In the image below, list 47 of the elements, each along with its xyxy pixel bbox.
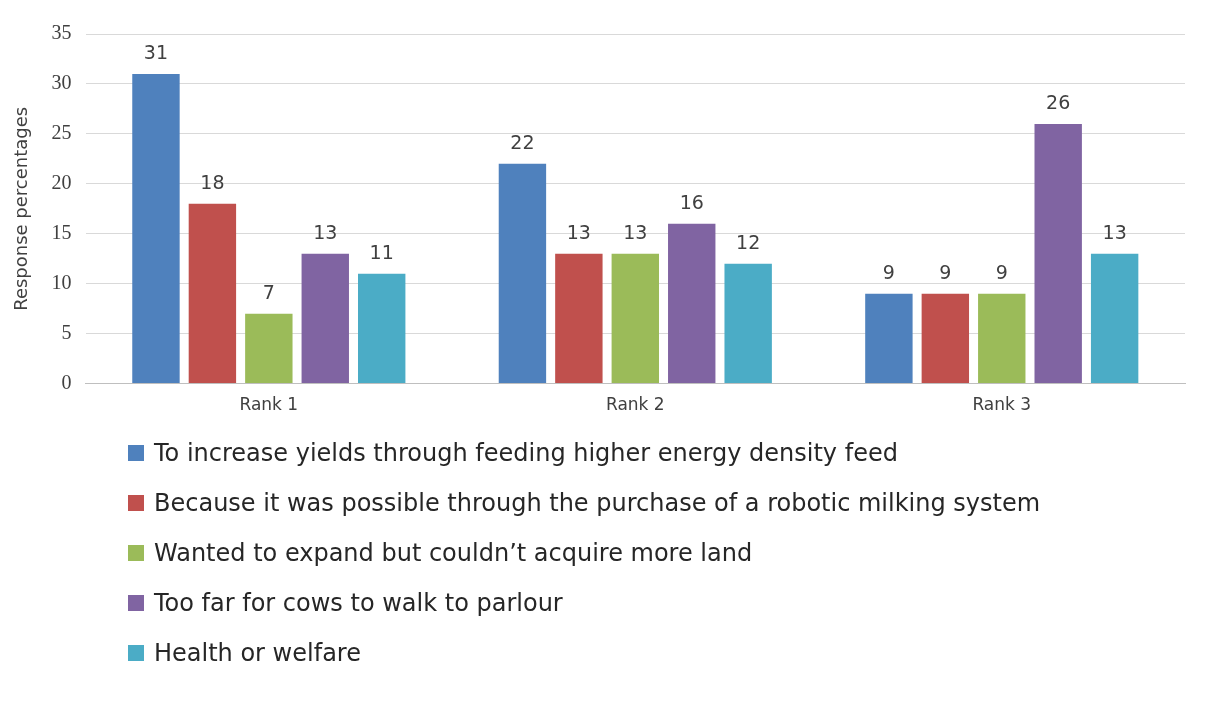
data-label: 22 xyxy=(510,131,535,154)
x-tick-label: Rank 2 xyxy=(605,394,665,415)
data-label: 18 xyxy=(200,171,225,194)
y-tick-label: 25 xyxy=(51,121,72,144)
bar xyxy=(1034,123,1082,384)
data-label: 13 xyxy=(623,221,648,244)
data-label: 12 xyxy=(736,231,761,254)
bar xyxy=(865,293,913,384)
y-tick-label: 30 xyxy=(51,71,72,94)
bar xyxy=(1090,253,1139,384)
data-label: 9 xyxy=(995,261,1008,284)
x-tick-label: Rank 3 xyxy=(972,394,1032,415)
y-tick-label: 5 xyxy=(61,320,72,343)
bar xyxy=(921,293,970,384)
x-tick-label: Rank 1 xyxy=(239,394,299,415)
bar xyxy=(301,253,349,384)
legend-label: To increase yields through feeding higher energy density feed xyxy=(154,439,898,467)
data-label: 9 xyxy=(882,261,895,284)
bar xyxy=(668,223,716,384)
data-label: 13 xyxy=(1102,221,1127,244)
y-tick-label: 20 xyxy=(51,171,72,194)
data-label: 26 xyxy=(1046,91,1071,114)
bar xyxy=(555,253,603,384)
legend-label: Because it was possible through the purchase of a robotic milking system xyxy=(154,489,1041,517)
bar xyxy=(978,293,1026,384)
data-label: 13 xyxy=(566,221,591,244)
y-axis-title: Response percentages xyxy=(10,106,32,311)
data-label: 13 xyxy=(313,221,338,244)
bar xyxy=(498,163,547,384)
data-label: 7 xyxy=(262,281,275,304)
y-tick-label: 0 xyxy=(61,370,72,393)
y-tick-label: 35 xyxy=(51,21,72,44)
y-tick-label: 10 xyxy=(51,270,72,293)
legend-label: Wanted to expand but couldn’t acquire more land xyxy=(154,539,753,567)
bar xyxy=(724,263,772,384)
bar xyxy=(188,203,237,384)
data-label: 31 xyxy=(143,41,169,64)
legend-label: Too far for cows to walk to parlour xyxy=(154,589,563,617)
bar xyxy=(132,73,180,384)
data-label: 11 xyxy=(369,241,394,264)
data-label: 9 xyxy=(939,261,952,284)
bar xyxy=(245,313,293,384)
bar xyxy=(358,273,406,384)
y-tick-label: 15 xyxy=(51,221,72,244)
legend-label: Health or welfare xyxy=(154,639,361,667)
data-label: 16 xyxy=(679,191,704,214)
bar xyxy=(611,253,659,384)
